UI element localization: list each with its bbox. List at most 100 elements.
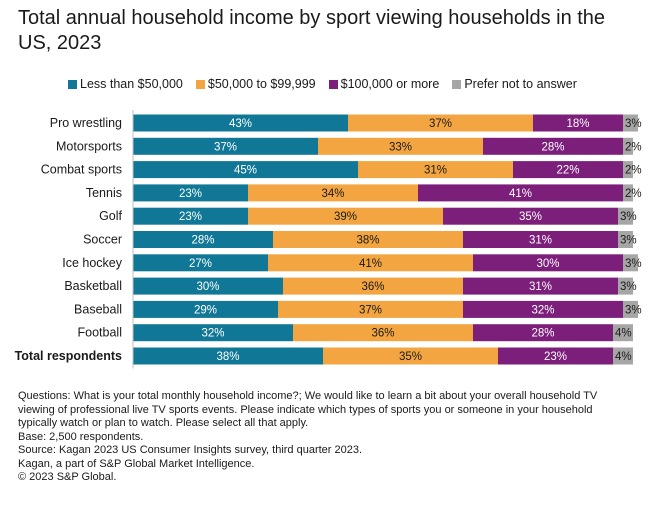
data-label-soccer-100-000-or-more: 31% [529, 235, 552, 247]
bar-total-respondents-50-000-to-99-999 [323, 347, 498, 365]
data-label-basketball-less-than-50-000: 30% [196, 281, 219, 293]
bar-soccer-100-000-or-more [463, 231, 618, 248]
bar-baseball-100-000-or-more [463, 300, 623, 318]
legend-label-under-50k: Less than $50,000 [80, 77, 183, 91]
bar-combat-sports-100-000-or-more [513, 161, 623, 179]
bar-total-respondents-prefer-not-to-answer [613, 347, 633, 365]
bar-soccer-50-000-to-99-999 [273, 231, 463, 248]
data-label-golf-less-than-50-000: 23% [179, 211, 202, 223]
bar-combat-sports-prefer-not-to-answer [623, 161, 633, 179]
data-label-total-respondents-less-than-50-000: 38% [216, 351, 239, 363]
data-label-baseball-50-000-to-99-999: 37% [359, 304, 382, 316]
data-label-pro-wrestling-100-000-or-more: 18% [566, 118, 589, 130]
bar-football-prefer-not-to-answer [613, 324, 633, 342]
data-label-combat-sports-prefer-not-to-answer: 2% [625, 165, 642, 177]
category-label-football: Football [78, 326, 122, 340]
data-label-tennis-less-than-50-000: 23% [179, 188, 202, 200]
legend-swatch-50k-100k [195, 79, 205, 89]
data-label-total-respondents-prefer-not-to-answer: 4% [615, 351, 632, 363]
category-label-ice-hockey: Ice hockey [62, 256, 123, 270]
data-label-tennis-50-000-to-99-999: 34% [321, 188, 344, 200]
data-label-ice-hockey-100-000-or-more: 30% [536, 258, 559, 270]
bar-pro-wrestling-50-000-to-99-999 [348, 114, 533, 132]
bar-golf-100-000-or-more [443, 207, 618, 225]
bar-baseball-prefer-not-to-answer [623, 300, 638, 318]
legend-label-prefer-not: Prefer not to answer [464, 77, 577, 91]
bar-motorsports-less-than-50-000 [133, 137, 318, 155]
legend-swatch-prefer-not [452, 79, 462, 89]
bar-tennis-100-000-or-more [418, 184, 623, 202]
bar-baseball-50-000-to-99-999 [278, 300, 463, 318]
chart-legend: Less than $50,000 $50,000 to $99,999 $10… [68, 77, 590, 91]
bar-baseball-less-than-50-000 [133, 300, 278, 318]
chart-notes: Questions: What is your total monthly ho… [18, 390, 648, 485]
legend-label-50k-100k: $50,000 to $99,999 [207, 77, 316, 91]
data-label-pro-wrestling-less-than-50-000: 43% [229, 118, 252, 130]
data-label-basketball-100-000-or-more: 31% [529, 281, 552, 293]
category-label-basketball: Basketball [64, 279, 122, 293]
bar-football-100-000-or-more [473, 324, 613, 342]
note-question-line-1: Questions: What is your total monthly ho… [18, 390, 598, 402]
bar-golf-less-than-50-000 [133, 207, 248, 225]
data-label-ice-hockey-50-000-to-99-999: 41% [359, 258, 382, 270]
legend-item-100k-plus: $100,000 or more [328, 77, 440, 91]
data-label-motorsports-prefer-not-to-answer: 2% [625, 141, 642, 153]
bar-golf-prefer-not-to-answer [618, 207, 633, 225]
bar-pro-wrestling-less-than-50-000 [133, 114, 348, 132]
bar-ice-hockey-50-000-to-99-999 [268, 254, 473, 272]
data-label-basketball-prefer-not-to-answer: 3% [620, 281, 637, 293]
data-label-ice-hockey-less-than-50-000: 27% [189, 258, 212, 270]
bar-pro-wrestling-prefer-not-to-answer [623, 114, 638, 132]
bar-motorsports-prefer-not-to-answer [623, 137, 633, 155]
data-label-soccer-prefer-not-to-answer: 3% [620, 235, 637, 247]
data-label-soccer-less-than-50-000: 28% [191, 235, 214, 247]
note-copyright: © 2023 S&P Global. [18, 471, 117, 483]
note-base: Base: 2,500 respondents. [18, 430, 144, 443]
bar-combat-sports-50-000-to-99-999 [358, 161, 513, 179]
data-label-soccer-50-000-to-99-999: 38% [356, 235, 379, 247]
bar-basketball-50-000-to-99-999 [283, 277, 463, 295]
category-label-tennis: Tennis [86, 186, 122, 200]
bar-football-less-than-50-000 [133, 324, 293, 342]
legend-item-under-50k: Less than $50,000 [68, 77, 183, 91]
category-label-golf: Golf [99, 209, 122, 223]
data-label-pro-wrestling-50-000-to-99-999: 37% [429, 118, 452, 130]
data-label-total-respondents-100-000-or-more: 23% [544, 351, 567, 363]
data-label-basketball-50-000-to-99-999: 36% [361, 281, 384, 293]
data-label-combat-sports-50-000-to-99-999: 31% [424, 165, 447, 177]
data-label-golf-100-000-or-more: 35% [519, 211, 542, 223]
data-label-combat-sports-less-than-50-000: 45% [234, 165, 257, 177]
bar-basketball-less-than-50-000 [133, 277, 283, 295]
bar-tennis-50-000-to-99-999 [248, 184, 418, 202]
data-label-tennis-100-000-or-more: 41% [509, 188, 532, 200]
data-label-baseball-100-000-or-more: 32% [531, 304, 554, 316]
bar-football-50-000-to-99-999 [293, 324, 473, 342]
category-label-total-respondents: Total respondents [15, 349, 122, 363]
category-label-motorsports: Motorsports [56, 139, 122, 153]
note-question-line-3: typically watch or plan to watch. Please… [18, 417, 309, 429]
data-label-tennis-prefer-not-to-answer: 2% [625, 188, 642, 200]
bar-motorsports-100-000-or-more [483, 137, 623, 155]
bar-ice-hockey-prefer-not-to-answer [623, 254, 638, 272]
bar-ice-hockey-less-than-50-000 [133, 254, 268, 272]
bar-ice-hockey-100-000-or-more [473, 254, 623, 272]
category-label-pro-wrestling: Pro wrestling [50, 116, 122, 130]
note-question-line-2: viewing of professional live TV sports e… [18, 403, 593, 416]
legend-item-50k-100k: $50,000 to $99,999 [195, 77, 316, 91]
data-label-football-less-than-50-000: 32% [201, 328, 224, 340]
data-label-baseball-prefer-not-to-answer: 3% [625, 304, 642, 316]
bar-tennis-less-than-50-000 [133, 184, 248, 202]
bar-total-respondents-100-000-or-more [498, 347, 613, 365]
legend-swatch-under-50k [68, 79, 77, 89]
category-label-combat-sports: Combat sports [41, 163, 122, 177]
data-label-motorsports-100-000-or-more: 28% [541, 141, 564, 153]
data-label-golf-prefer-not-to-answer: 3% [620, 211, 637, 223]
data-label-total-respondents-50-000-to-99-999: 35% [399, 351, 422, 363]
category-label-baseball: Baseball [74, 302, 122, 316]
legend-swatch-100k-plus [328, 79, 338, 89]
bar-basketball-prefer-not-to-answer [618, 277, 633, 295]
data-label-football-prefer-not-to-answer: 4% [615, 328, 632, 340]
legend-label-100k-plus: $100,000 or more [340, 77, 440, 91]
bar-soccer-less-than-50-000 [133, 231, 273, 248]
bar-motorsports-50-000-to-99-999 [318, 137, 483, 155]
